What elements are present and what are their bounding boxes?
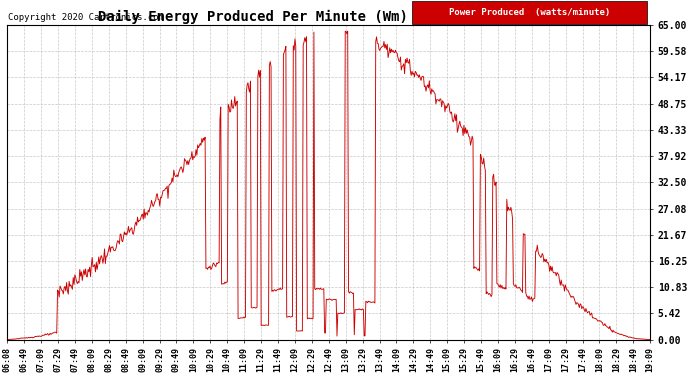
- Title: Daily Energy Produced Per Minute (Wm) Thu Apr 16  19:28: Daily Energy Produced Per Minute (Wm) Th…: [99, 10, 559, 24]
- Text: Power Produced  (watts/minute): Power Produced (watts/minute): [449, 8, 610, 17]
- Text: Copyright 2020 Cartronics.com: Copyright 2020 Cartronics.com: [8, 13, 164, 22]
- FancyBboxPatch shape: [413, 1, 647, 24]
